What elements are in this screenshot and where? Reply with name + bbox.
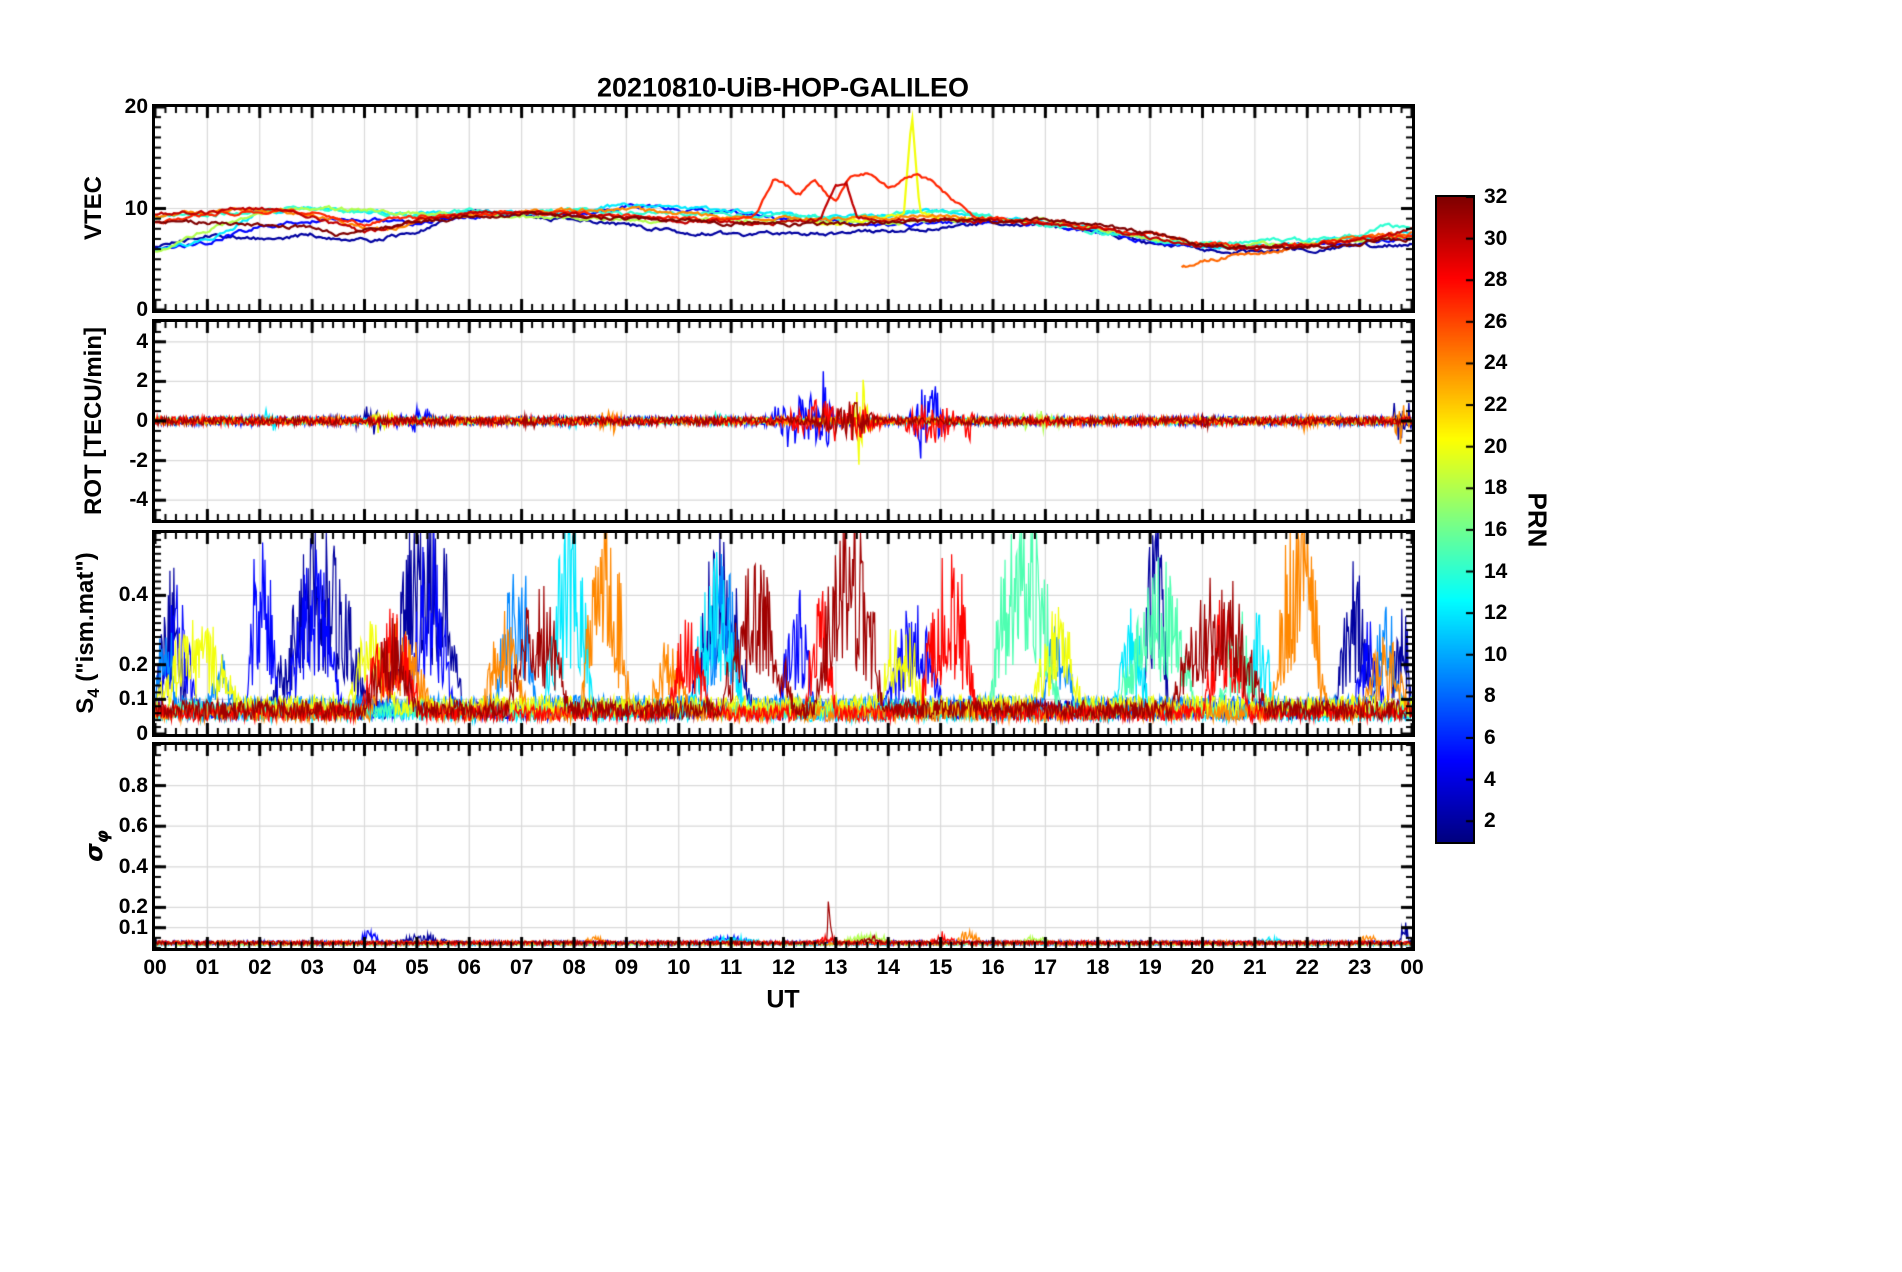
ylabel-s4-rest: ("ism.mat") (72, 552, 100, 689)
colorbar-tick-label: 28 (1484, 268, 1508, 292)
colorbar-gradient (1437, 197, 1473, 842)
ylabel-s4: S4 ("ism.mat") (72, 552, 104, 713)
x-tick-label: 20 (1190, 956, 1215, 979)
x-tick-label: 07 (509, 956, 534, 979)
x-tick-label: 13 (824, 956, 848, 979)
panel-sigma-phi (152, 742, 1415, 951)
x-tick-label: 11 (720, 956, 743, 979)
x-tick-label: 00 (1400, 956, 1424, 979)
panel-s4 (152, 530, 1415, 737)
x-tick-label: 01 (195, 956, 220, 979)
x-tick-label: 15 (928, 956, 953, 979)
sigma-phi-plot-canvas (155, 745, 1412, 948)
ylabel-sigma-sub: φ (91, 830, 112, 844)
ylabel-sigma-phi: σφ (80, 830, 112, 862)
x-tick-label: 10 (667, 956, 691, 979)
x-tick-label: 19 (1138, 956, 1162, 979)
y-tick-label-sigma-phi: 0.6 (118, 814, 148, 838)
chart-title: 20210810-UiB-HOP-GALILEO (596, 72, 970, 103)
y-tick-label-rot: 2 (136, 369, 148, 393)
colorbar (1435, 195, 1475, 844)
panel-rot (152, 319, 1415, 523)
colorbar-tick-label: 32 (1484, 185, 1508, 208)
vtec-plot-canvas (155, 107, 1412, 310)
ylabel-rot-text: ROT [TECU/min] (80, 327, 107, 515)
colorbar-label: PRN (1522, 492, 1553, 548)
y-tick-label-s4: 0 (136, 722, 148, 745)
x-tick-label: 23 (1347, 956, 1372, 979)
y-tick-label-sigma-phi: 0.1 (118, 915, 148, 939)
colorbar-tick-label: 22 (1484, 393, 1508, 417)
y-tick-label-sigma-phi: 0.8 (118, 773, 148, 797)
x-tick-label: 17 (1033, 956, 1058, 979)
x-tick-label: 00 (143, 956, 167, 979)
y-tick-label-vtec: 10 (124, 196, 148, 220)
y-tick-label-s4: 0.1 (118, 687, 148, 711)
ylabel-vtec: VTEC (80, 176, 108, 240)
y-tick-label-rot: -2 (129, 448, 148, 472)
y-tick-label-vtec: 20 (124, 95, 148, 118)
x-tick-label: 08 (562, 956, 586, 979)
s4-plot-canvas (155, 533, 1412, 734)
colorbar-tick-label: 26 (1484, 309, 1508, 333)
colorbar-tick-label: 16 (1484, 517, 1508, 541)
y-tick-label-s4: 0.4 (118, 583, 148, 607)
y-tick-label-rot: -4 (129, 488, 148, 512)
y-tick-label-sigma-phi: 0.4 (118, 854, 148, 878)
y-tick-label-s4: 0.2 (118, 652, 148, 676)
x-tick-label: 06 (457, 956, 481, 979)
x-tick-label: 04 (352, 956, 377, 979)
ylabel-sigma-main: σ (80, 843, 109, 862)
ylabel-vtec-text: VTEC (80, 175, 107, 241)
x-tick-label: 05 (405, 956, 429, 979)
x-tick-label: 21 (1243, 956, 1267, 979)
x-tick-label: 16 (981, 956, 1005, 979)
colorbar-tick-label: 2 (1484, 809, 1496, 833)
y-tick-label-rot: 4 (136, 329, 148, 353)
y-tick-label-vtec: 0 (136, 298, 148, 321)
x-axis-label: UT (766, 985, 800, 1014)
rot-plot-canvas (155, 322, 1412, 520)
ylabel-s4-sub: 4 (83, 688, 103, 698)
x-tick-label: 02 (248, 956, 272, 979)
x-tick-label: 09 (614, 956, 639, 979)
ylabel-rot: ROT [TECU/min] (80, 327, 108, 515)
colorbar-tick-label: 24 (1484, 351, 1508, 375)
colorbar-tick-label: 20 (1484, 434, 1508, 458)
y-tick-label-rot: 0 (136, 409, 148, 432)
colorbar-tick-label: 18 (1484, 476, 1508, 500)
panel-vtec (152, 104, 1415, 313)
colorbar-tick-label: 6 (1484, 725, 1496, 749)
colorbar-tick-label: 10 (1484, 642, 1508, 666)
y-tick-label-sigma-phi: 0.2 (118, 895, 148, 919)
colorbar-tick-label: 8 (1484, 684, 1496, 708)
x-tick-label: 03 (300, 956, 324, 979)
x-tick-label: 18 (1086, 956, 1110, 979)
ylabel-s4-main: S (72, 697, 100, 714)
x-tick-label: 22 (1295, 956, 1319, 979)
colorbar-tick-label: 14 (1484, 559, 1508, 583)
colorbar-tick-label: 12 (1484, 601, 1508, 625)
x-tick-label: 14 (876, 956, 900, 979)
colorbar-tick-label: 30 (1484, 226, 1508, 250)
colorbar-tick-label: 4 (1484, 767, 1496, 791)
x-tick-label: 12 (771, 956, 796, 979)
